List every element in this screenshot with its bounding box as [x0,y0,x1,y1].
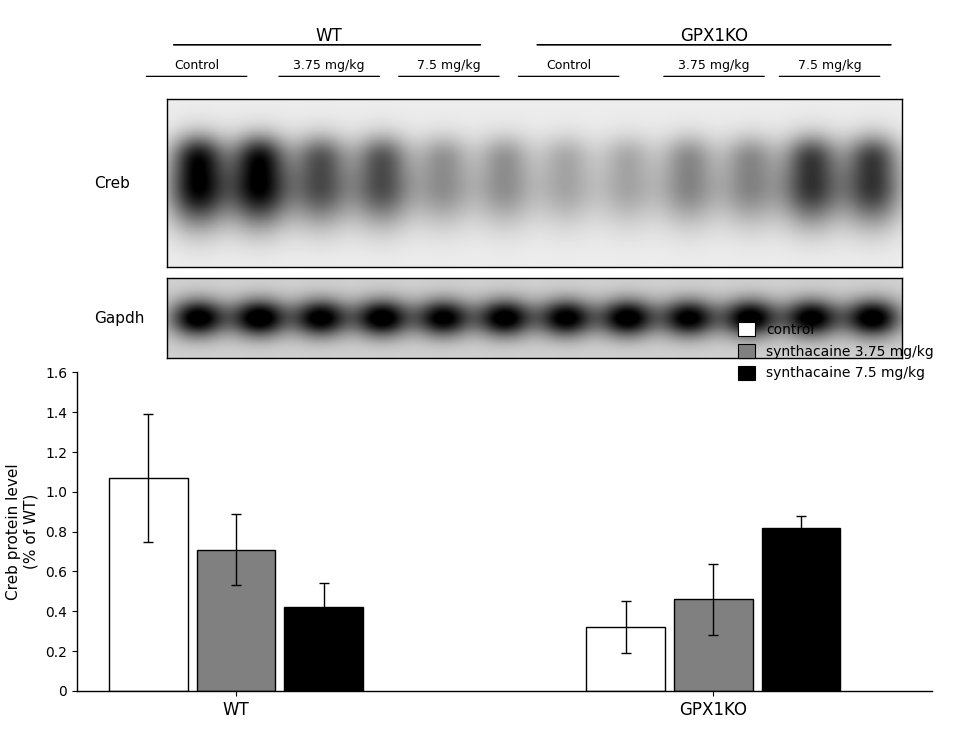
Text: 3.75 mg/kg: 3.75 mg/kg [293,59,365,72]
Text: 7.5 mg/kg: 7.5 mg/kg [417,59,480,72]
Bar [586,627,665,691]
Y-axis label: Creb protein level
(% of WT): Creb protein level (% of WT) [6,463,38,600]
Legend: control, synthacaine 3.75 mg/kg, synthacaine 7.5 mg/kg: control, synthacaine 3.75 mg/kg, synthac… [738,322,934,380]
Text: 3.75 mg/kg: 3.75 mg/kg [678,59,750,72]
Text: Creb: Creb [94,176,130,190]
Bar [674,599,752,691]
Bar [197,550,276,691]
Text: Control: Control [546,59,591,72]
Text: WT: WT [316,27,342,46]
Bar [761,528,840,691]
Text: Control: Control [174,59,219,72]
Bar [284,607,363,691]
Text: GPX1KO: GPX1KO [680,27,748,46]
Bar [110,478,187,691]
Text: 7.5 mg/kg: 7.5 mg/kg [798,59,861,72]
Text: Gapdh: Gapdh [94,311,144,326]
